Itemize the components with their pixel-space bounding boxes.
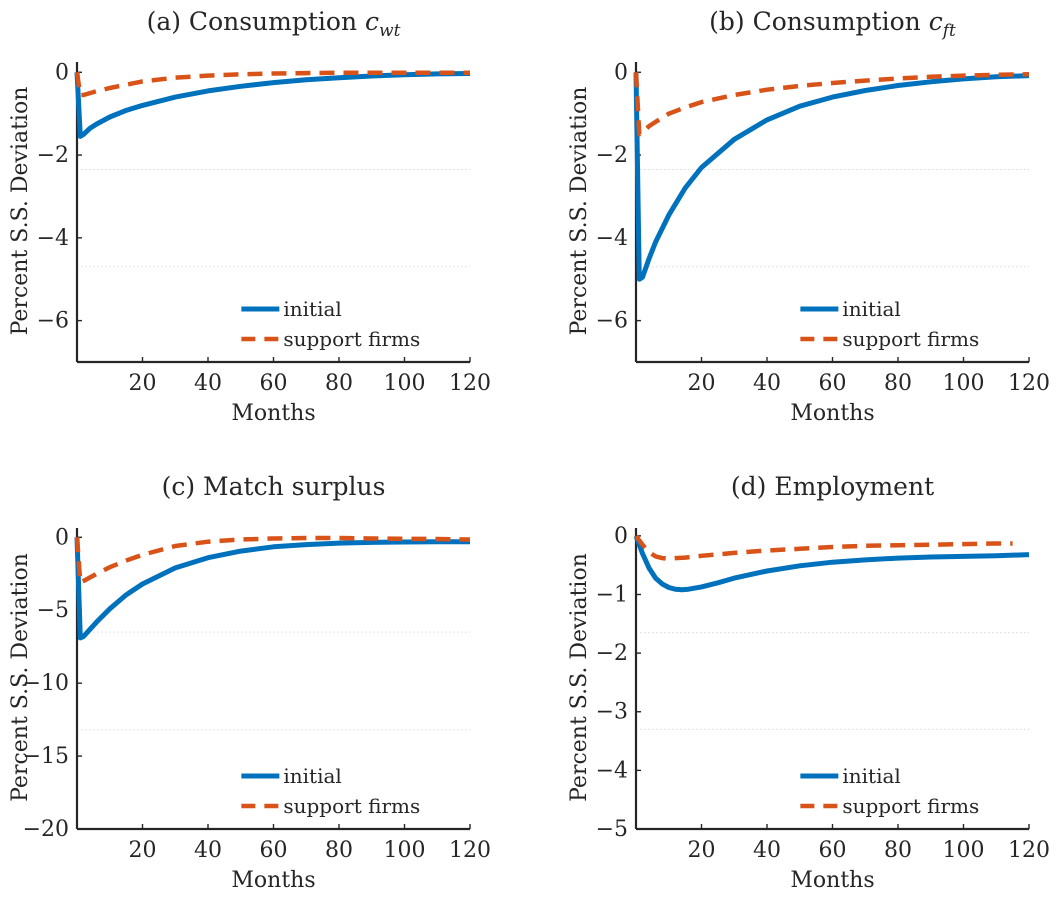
panel-title: (a) Consumption cwt (147, 7, 401, 41)
y-tick-label: −4 (596, 226, 628, 251)
x-tick-label: 20 (129, 838, 157, 863)
x-tick-label: 80 (325, 838, 353, 863)
panel-3: (d) Employment 0 −1 −2 −3 −4 −5 20 40 60 80 100 120 M… (567, 472, 1050, 893)
y-tick-label: −5 (596, 817, 628, 842)
series-line-support-firms (634, 534, 1013, 561)
x-tick-label: 60 (260, 838, 288, 863)
legend-label: support firms (842, 327, 979, 351)
y-tick-label: −20 (23, 817, 69, 842)
x-tick-label: 20 (688, 371, 716, 396)
y-tick-label: −2 (596, 641, 628, 666)
x-tick-label: 100 (384, 371, 426, 396)
panel-title: (d) Employment (731, 472, 934, 501)
title-text: (b) Consumption (709, 7, 929, 36)
panel-0: (a) Consumption cwt 0 −2 −4 −6 20 40 60 80 100 120… (8, 7, 491, 426)
y-tick-label: −15 (23, 744, 69, 769)
x-tick-label: 120 (1008, 838, 1050, 863)
legend-label: initial (842, 297, 900, 321)
series-line-initial (74, 537, 470, 641)
y-tick-label: 0 (614, 60, 628, 85)
title-subscript: ft (941, 21, 956, 41)
legend-label: support firms (283, 794, 420, 818)
y-axis-label: Percent S.S. Deviation (567, 553, 592, 802)
x-tick-label: 60 (819, 371, 847, 396)
y-axis-label: Percent S.S. Deviation (8, 87, 33, 336)
x-tick-label: 60 (819, 838, 847, 863)
x-tick-label: 80 (884, 838, 912, 863)
title-text: (c) Match surplus (162, 472, 386, 501)
series-line-initial (74, 71, 471, 139)
panel-title: (c) Match surplus (162, 472, 386, 501)
y-tick-label: −3 (596, 700, 628, 725)
x-tick-label: 80 (884, 371, 912, 396)
x-tick-label: 40 (753, 838, 781, 863)
x-tick-label: 120 (449, 371, 491, 396)
x-axis-label: Months (790, 868, 874, 893)
legend-label: initial (842, 764, 900, 788)
title-variable: c (929, 7, 943, 36)
series-line-initial (633, 535, 1030, 593)
x-tick-label: 120 (1008, 371, 1050, 396)
y-tick-label: −2 (37, 143, 69, 168)
legend-label: initial (283, 764, 341, 788)
legend-label: support firms (842, 794, 979, 818)
x-tick-label: 40 (194, 371, 222, 396)
x-tick-label: 100 (384, 838, 426, 863)
title-text: (a) Consumption (147, 7, 365, 36)
title-text: (d) Employment (731, 472, 934, 501)
y-axis-label: Percent S.S. Deviation (567, 87, 592, 336)
y-tick-label: 0 (55, 525, 69, 550)
panel-title: (b) Consumption cft (709, 7, 956, 41)
x-tick-label: 20 (688, 838, 716, 863)
y-tick-label: −6 (596, 309, 628, 334)
title-subscript: wt (379, 21, 401, 41)
y-axis-label: Percent S.S. Deviation (8, 553, 33, 802)
panel-2: (c) Match surplus 0 −5 −10 −15 −20 20 40 60 80 100… (8, 472, 491, 893)
legend-label: initial (283, 297, 341, 321)
title-variable: c (365, 7, 379, 36)
series-line-support-firms (633, 72, 1030, 137)
series-line-support-firms (74, 70, 470, 98)
y-tick-label: −4 (596, 758, 628, 783)
y-tick-label: 0 (55, 60, 69, 85)
x-tick-label: 60 (260, 371, 288, 396)
y-tick-label: −4 (37, 226, 69, 251)
x-tick-label: 80 (325, 371, 353, 396)
x-axis-label: Months (231, 868, 315, 893)
series-line-support-firms (74, 535, 471, 585)
x-tick-label: 100 (943, 371, 985, 396)
x-axis-label: Months (790, 401, 874, 426)
panel-1: (b) Consumption cft 0 −2 −4 −6 20 40 60 80 100 120… (567, 7, 1050, 426)
x-tick-label: 20 (129, 371, 157, 396)
legend-label: support firms (283, 327, 420, 351)
y-tick-label: −2 (596, 143, 628, 168)
y-tick-label: 0 (614, 524, 628, 549)
x-tick-label: 100 (943, 838, 985, 863)
y-tick-label: −5 (37, 598, 69, 623)
series-line-initial (633, 72, 1030, 282)
x-tick-label: 40 (194, 838, 222, 863)
y-tick-label: −10 (23, 671, 69, 696)
y-tick-label: −6 (37, 309, 69, 334)
x-tick-label: 120 (449, 838, 491, 863)
x-axis-label: Months (231, 401, 315, 426)
y-tick-label: −1 (596, 582, 628, 607)
x-tick-label: 40 (753, 371, 781, 396)
